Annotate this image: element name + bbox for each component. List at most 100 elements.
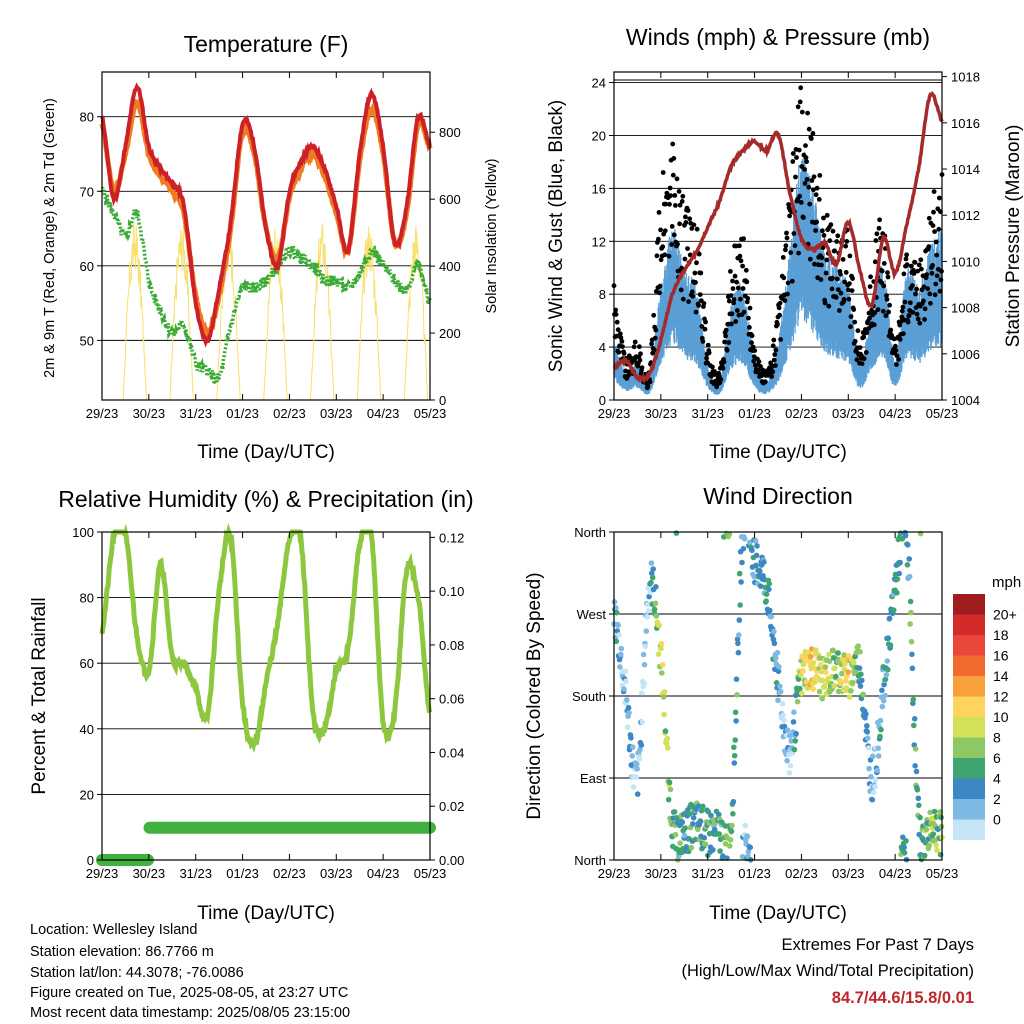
x-tick-label: 05/23 bbox=[414, 866, 447, 881]
gust-point bbox=[741, 309, 747, 315]
direction-point bbox=[885, 635, 891, 641]
humidity-series bbox=[99, 523, 433, 753]
direction-point bbox=[671, 809, 678, 815]
gust-point bbox=[700, 339, 706, 344]
direction-point bbox=[819, 695, 825, 702]
y-tick-label: 20 bbox=[592, 128, 606, 143]
gust-point bbox=[893, 347, 899, 353]
direction-point bbox=[907, 621, 913, 627]
gust-point bbox=[673, 203, 678, 208]
gust-point bbox=[671, 156, 677, 161]
direction-point bbox=[613, 609, 620, 616]
legend-label: 14 bbox=[993, 668, 1009, 684]
direction-xlabel: Time (Day/UTC) bbox=[709, 903, 847, 924]
direction-point bbox=[787, 732, 793, 739]
direction-point bbox=[881, 681, 887, 688]
direction-point bbox=[868, 774, 874, 780]
footer-elevation: Station elevation: 86.7766 m bbox=[30, 944, 214, 960]
x-tick-label: 30/23 bbox=[133, 866, 166, 881]
gust-point bbox=[874, 231, 880, 237]
gust-point bbox=[701, 301, 707, 306]
gust-point bbox=[737, 243, 742, 249]
footer-recent: Most recent data timestamp: 2025/08/05 2… bbox=[30, 1005, 351, 1021]
gust-point bbox=[888, 327, 894, 333]
legend-swatch bbox=[953, 635, 985, 656]
direction-point bbox=[624, 724, 631, 730]
direction-point bbox=[613, 638, 620, 645]
y2-tick-label: 1016 bbox=[951, 116, 980, 131]
winds-frame bbox=[613, 71, 943, 401]
gust-point bbox=[651, 312, 657, 318]
gust-point bbox=[820, 228, 825, 234]
gust-point bbox=[876, 225, 882, 231]
x-tick-label: 01/23 bbox=[738, 866, 771, 881]
gust-point bbox=[812, 261, 817, 267]
legend-swatch bbox=[953, 737, 985, 758]
direction-point bbox=[788, 738, 794, 744]
gust-point bbox=[734, 308, 740, 313]
gust-point bbox=[926, 244, 932, 250]
y-tick-label: 16 bbox=[592, 181, 606, 196]
gust-point bbox=[689, 226, 695, 231]
gust-point bbox=[649, 341, 654, 347]
gust-point bbox=[877, 217, 882, 223]
pressure-line bbox=[613, 90, 944, 385]
gust-point bbox=[683, 220, 689, 225]
y-tick-label: 100 bbox=[72, 525, 94, 540]
gust-point bbox=[658, 227, 663, 233]
legend-swatch bbox=[953, 819, 985, 840]
gust-point bbox=[834, 276, 840, 282]
gust-point bbox=[657, 283, 663, 289]
gust-point bbox=[803, 143, 808, 149]
gust-point bbox=[850, 276, 855, 281]
gust-point bbox=[619, 339, 625, 344]
x-tick-label: 30/23 bbox=[645, 406, 678, 421]
direction-point bbox=[908, 638, 915, 645]
direction-point bbox=[710, 847, 716, 853]
gust-point bbox=[789, 278, 795, 284]
gust-point bbox=[749, 333, 755, 339]
direction-point bbox=[831, 683, 838, 689]
gust-point bbox=[743, 267, 749, 273]
direction-point bbox=[763, 598, 769, 604]
gust-point bbox=[639, 365, 645, 370]
gust-point bbox=[631, 344, 637, 350]
gust-point bbox=[728, 269, 733, 274]
direction-point bbox=[738, 579, 744, 585]
gust-point bbox=[740, 263, 745, 269]
gust-point bbox=[745, 296, 751, 301]
direction-point bbox=[737, 602, 743, 608]
direction-point bbox=[688, 844, 695, 851]
direction-point bbox=[653, 584, 659, 590]
direction-point bbox=[872, 783, 878, 790]
gust-point bbox=[690, 293, 696, 299]
gust-point bbox=[679, 199, 685, 204]
direction-point bbox=[864, 729, 871, 735]
y2-tick-label: 600 bbox=[439, 192, 461, 207]
direction-point bbox=[730, 811, 736, 817]
humidity-xlabel: Time (Day/UTC) bbox=[197, 903, 335, 924]
direction-point bbox=[819, 677, 826, 684]
direction-tick-label: South bbox=[572, 689, 606, 704]
direction-point bbox=[875, 753, 882, 759]
footer-location: Location: Wellesley Island bbox=[30, 922, 198, 938]
gust-point bbox=[734, 279, 740, 285]
gust-point bbox=[682, 256, 688, 262]
gust-point bbox=[729, 321, 734, 327]
direction-point bbox=[860, 691, 866, 698]
temperature-title: Temperature (F) bbox=[184, 31, 349, 57]
gust-point bbox=[868, 274, 873, 280]
gust-point bbox=[881, 283, 887, 289]
gust-point bbox=[861, 356, 867, 362]
direction-point bbox=[616, 632, 622, 638]
direction-point bbox=[751, 573, 758, 580]
direction-point bbox=[615, 622, 621, 629]
direction-point bbox=[921, 852, 928, 859]
gust-point bbox=[821, 233, 827, 238]
gust-point bbox=[741, 236, 746, 242]
direction-point bbox=[784, 727, 791, 733]
gust-point bbox=[843, 243, 849, 249]
gust-point bbox=[667, 201, 672, 207]
gust-point bbox=[893, 343, 898, 349]
direction-point bbox=[870, 753, 876, 760]
